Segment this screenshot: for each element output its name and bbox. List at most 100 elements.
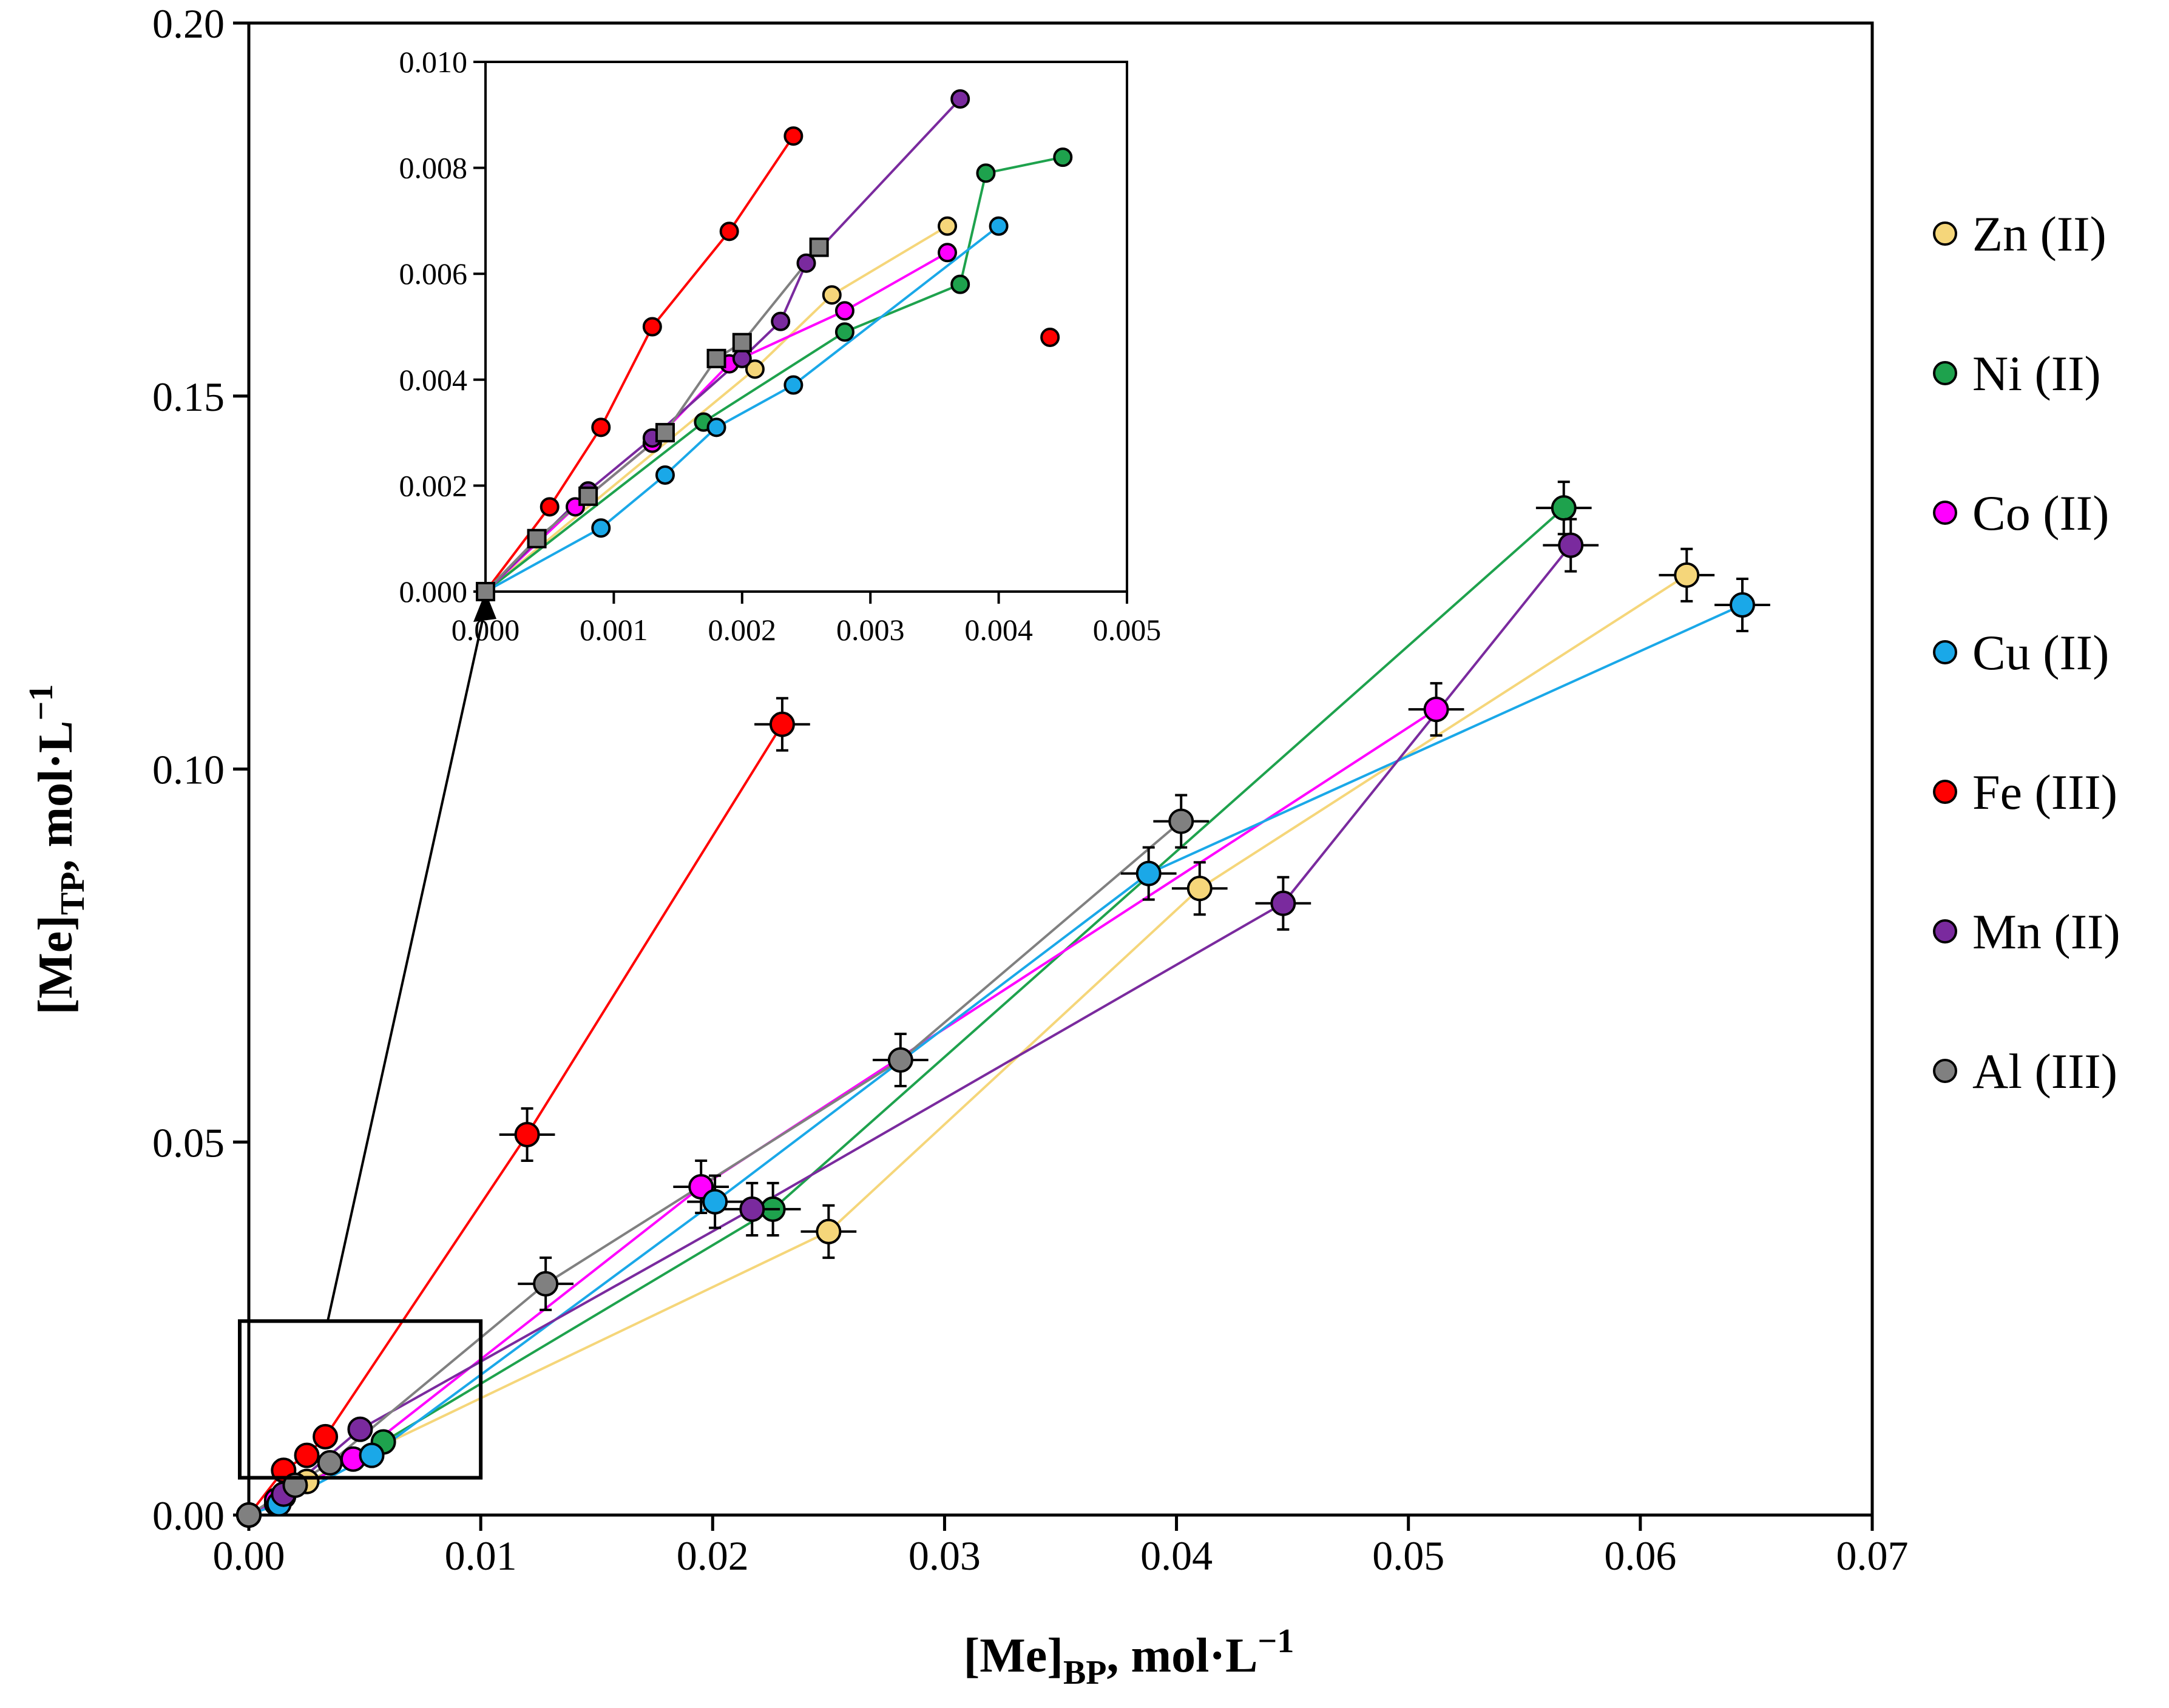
main-plot-area: 0.00 0.01 0.02 0.03 0.04 0.05 0.06 0.07 0.00 0.05… <box>152 1 1909 1579</box>
main-y-tick-label: 0.05 <box>152 1119 225 1166</box>
main-series-line-mn-ii <box>248 544 1572 1516</box>
inset-point-ni-ii <box>834 322 854 342</box>
inset-point-mn-ii <box>950 89 970 109</box>
inset-y-tick-label: 0.006 <box>399 257 468 291</box>
inset-point-cu-ii <box>989 216 1009 236</box>
legend-marker-co-ii <box>1933 501 1957 525</box>
inset-point-fe-iii <box>783 126 804 146</box>
main-y-tick-label: 0.10 <box>152 747 225 793</box>
main-point-al-iii <box>236 1502 262 1528</box>
main-point-mn-ii <box>1558 532 1584 558</box>
inset-series-line-cu-ii <box>485 225 1000 593</box>
main-x-tick-label: 0.02 <box>677 1533 749 1579</box>
x-axis-title-sup: −1 <box>1257 1622 1294 1660</box>
inset-x-tick-label: 0.000 <box>452 613 520 647</box>
inset-x-tick-label: 0.001 <box>580 613 648 647</box>
y-axis-title-main: [Me] <box>29 915 83 1014</box>
inset-point-cu-ii <box>783 375 804 395</box>
main-x-tick-label: 0.01 <box>445 1533 517 1579</box>
main-x-tick-label: 0.04 <box>1140 1533 1213 1579</box>
main-point-al-iii <box>317 1450 343 1476</box>
legend-label-mn-ii: Mn (II) <box>1972 904 2120 959</box>
x-axis-title-main: [Me] <box>964 1629 1063 1683</box>
inset-series-line-zn-ii <box>484 224 949 593</box>
main-x-tick-label: 0.00 <box>213 1533 285 1579</box>
main-point-mn-ii <box>347 1416 373 1442</box>
main-series-line-co-ii <box>248 708 1437 1516</box>
main-series-line-zn-ii <box>248 574 1688 1516</box>
inset-point-ni-ii <box>976 163 996 183</box>
inset-point-mn-ii <box>732 348 752 368</box>
main-point-cu-ii <box>1135 860 1162 886</box>
inset-point-fe-iii <box>1040 327 1060 347</box>
main-point-al-iii <box>1168 808 1194 834</box>
main-point-fe-iii <box>514 1121 540 1147</box>
main-point-zn-ii <box>816 1218 842 1244</box>
inset-plot-area: 0.000 0.001 0.002 0.003 0.004 0.005 0.000 0.002… <box>399 45 1162 647</box>
inset-point-fe-iii <box>642 317 662 337</box>
y-axis-title-sup: −1 <box>22 684 60 721</box>
x-axis-title-tail: , mol·L <box>1107 1629 1258 1683</box>
main-x-tick-label: 0.06 <box>1604 1533 1676 1579</box>
inset-y-tick-label: 0.004 <box>399 363 468 397</box>
main-point-ni-ii <box>1551 495 1577 521</box>
y-axis-title: [Me]TP, mol·L−1 <box>22 684 92 1015</box>
main-point-cu-ii <box>702 1189 728 1215</box>
main-point-al-iii <box>533 1271 559 1297</box>
inset-point-zn-ii <box>938 216 958 236</box>
legend: Zn (II) Ni (II) Co (II) Cu (II) Fe (III) Mn (… <box>1933 206 2120 1099</box>
inset-point-cu-ii <box>591 518 611 538</box>
inset-series-line-ni-ii <box>484 156 1063 593</box>
main-point-co-ii <box>1423 697 1449 723</box>
legend-label-co-ii: Co (II) <box>1972 485 2109 541</box>
inset-x-tick-label: 0.002 <box>708 613 777 647</box>
x-axis-title-sub: BP <box>1063 1654 1107 1692</box>
inset-x-tick-label: 0.003 <box>836 613 905 647</box>
inset-point-al-iii <box>527 528 547 549</box>
inset-series-line-fe-iii <box>484 135 795 593</box>
main-series-line-al-iii <box>248 820 1182 1516</box>
legend-marker-zn-ii <box>1933 221 1957 246</box>
inset-point-fe-iii <box>719 221 739 241</box>
main-y-tick-label: 0.00 <box>152 1493 225 1539</box>
main-series-line-cu-ii <box>248 604 1743 1516</box>
main-x-tick-label: 0.03 <box>909 1533 981 1579</box>
main-x-tick-label: 0.07 <box>1836 1533 1909 1579</box>
inset-x-tick-label: 0.004 <box>964 613 1033 647</box>
legend-label-fe-iii: Fe (III) <box>1972 765 2117 820</box>
inset-point-ni-ii <box>950 274 970 294</box>
inset-point-zn-ii <box>822 285 842 305</box>
main-point-mn-ii <box>1270 890 1296 916</box>
inset-y-tick-label: 0.010 <box>399 45 468 79</box>
main-point-fe-iii <box>294 1442 320 1468</box>
main-point-cu-ii <box>359 1442 385 1468</box>
inset-point-al-iii <box>655 423 675 443</box>
main-point-fe-iii <box>313 1423 339 1450</box>
inset-point-zn-ii <box>745 359 765 379</box>
legend-label-ni-ii: Ni (II) <box>1972 346 2101 401</box>
main-y-tick-label: 0.15 <box>152 374 225 420</box>
zoom-box <box>238 1319 483 1480</box>
y-axis-title-sub: TP <box>54 871 92 915</box>
legend-marker-al-iii <box>1933 1059 1957 1083</box>
inset-point-al-iii <box>809 237 829 257</box>
inset-point-al-iii <box>732 332 752 353</box>
main-series-line-fe-iii <box>248 723 783 1516</box>
legend-label-zn-ii: Zn (II) <box>1972 206 2106 262</box>
inset-point-co-ii <box>938 243 958 263</box>
legend-label-cu-ii: Cu (II) <box>1972 625 2109 680</box>
inset-x-tick-label: 0.005 <box>1093 613 1162 647</box>
inset-y-tick-label: 0.008 <box>399 151 468 185</box>
x-axis-title: [Me]BP, mol·L−1 <box>964 1622 1294 1692</box>
legend-marker-ni-ii <box>1933 361 1957 385</box>
inset-y-tick-label: 0.002 <box>399 468 468 502</box>
zoom-arrow-head <box>473 592 496 622</box>
legend-marker-fe-iii <box>1933 780 1957 804</box>
main-point-zn-ii <box>1186 876 1213 902</box>
inset-point-al-iii <box>578 486 598 506</box>
inset-point-cu-ii <box>706 417 726 437</box>
main-y-tick-label: 0.20 <box>152 1 225 47</box>
y-axis-title-tail: , mol·L <box>29 721 83 872</box>
inset-point-fe-iii <box>540 497 560 517</box>
